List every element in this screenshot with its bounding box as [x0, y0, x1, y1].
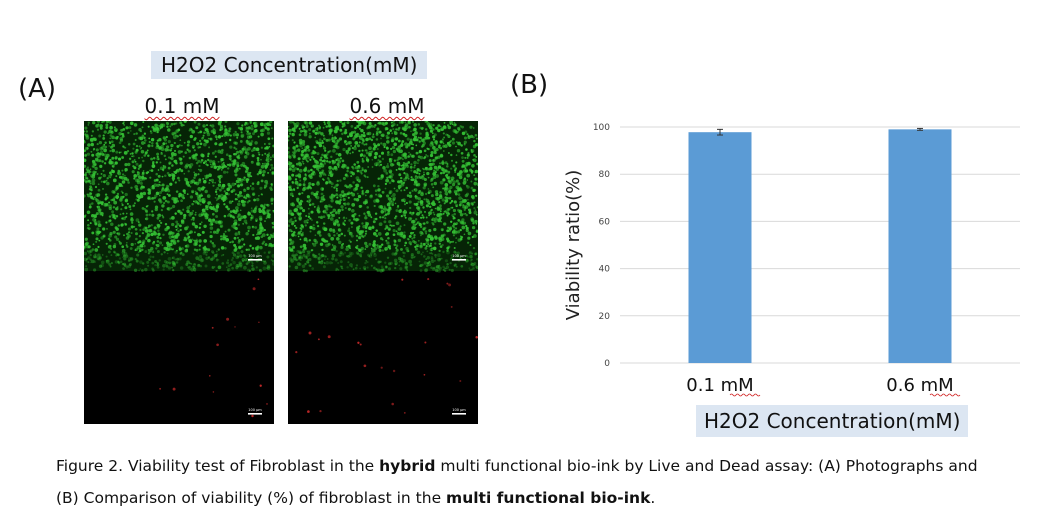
x-tick-label: 0.6 mM	[886, 375, 953, 396]
panel-a-header-text: H2O2 Concentration(mM)	[161, 53, 418, 77]
error-bar	[917, 127, 923, 131]
bar	[688, 132, 752, 363]
scale-bar: 100 μm	[248, 254, 262, 261]
figure-caption-line-1: Figure 2. Viability test of Fibroblast i…	[56, 457, 978, 475]
y-tick-label: 40	[599, 265, 611, 275]
panel-a-column-label-1: 0.1 mM	[144, 94, 220, 118]
live-cells	[84, 121, 274, 273]
chart-x-axis-title: H2O2 Concentration(mM)	[696, 405, 969, 437]
scale-bar: 100 μm	[452, 408, 466, 415]
error-bar	[717, 128, 723, 136]
y-tick-label: 80	[599, 170, 611, 180]
panel-b-label: (B)	[510, 70, 549, 100]
figure-caption-line-2: (B) Comparison of viability (%) of fibro…	[56, 489, 656, 507]
y-tick-label: 20	[599, 312, 611, 322]
panel-a-header: H2O2 Concentration(mM)	[151, 51, 428, 79]
svg-text:100 μm: 100 μm	[452, 254, 466, 258]
bar	[888, 129, 952, 363]
micrograph-0-6mM: 100 μm 100 μm	[288, 121, 478, 424]
svg-text:100 μm: 100 μm	[248, 408, 262, 412]
svg-text:100 μm: 100 μm	[248, 254, 262, 258]
spellcheck-underline	[929, 393, 961, 397]
y-axis-title: Viability ratio(%)	[563, 170, 584, 320]
panel-a-label: (A)	[18, 74, 57, 104]
micrograph-0-1mM-image: 100 μm 100 μm	[84, 121, 274, 418]
x-tick-label: 0.1 mM	[686, 375, 753, 396]
scale-bar: 100 μm	[248, 408, 262, 415]
dead-cells	[295, 278, 478, 414]
y-tick-label: 60	[599, 217, 611, 227]
micrograph-0-1mM: 100 μm 100 μm	[84, 121, 274, 424]
viability-bar-chart: 0 20 40 60 80 100 Viability ratio(%) 0.1 mM 0.6 …	[563, 123, 1020, 397]
spellcheck-underline	[729, 393, 761, 397]
live-cells	[288, 121, 478, 273]
scale-bar: 100 μm	[452, 254, 466, 261]
micrograph-0-6mM-image: 100 μm 100 μm	[288, 121, 478, 415]
y-tick-label: 100	[593, 123, 610, 133]
panel-a-column-label-2: 0.6 mM	[349, 94, 425, 118]
chart-x-axis-title-text: H2O2 Concentration(mM)	[704, 409, 961, 433]
svg-text:100 μm: 100 μm	[452, 408, 466, 412]
y-tick-label: 0	[604, 359, 610, 369]
dead-cells	[159, 278, 268, 418]
